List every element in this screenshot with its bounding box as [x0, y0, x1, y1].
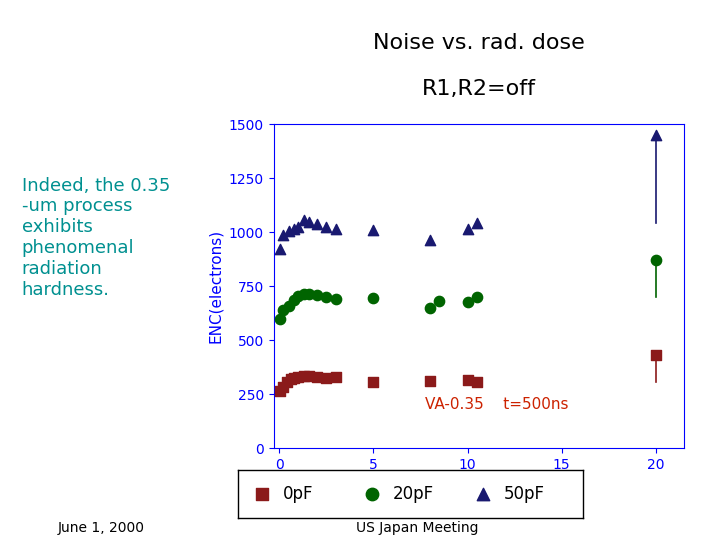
Point — [424, 235, 436, 244]
Text: Noise vs. rad. dose: Noise vs. rad. dose — [373, 33, 585, 53]
Point — [462, 376, 473, 384]
Point — [292, 222, 304, 231]
Point — [320, 293, 332, 301]
Text: VA-0.35    t=500ns: VA-0.35 t=500ns — [426, 397, 569, 413]
Point — [292, 292, 304, 300]
Point — [320, 222, 332, 231]
Point — [298, 289, 310, 298]
Text: 0pF: 0pF — [282, 485, 313, 503]
Point — [304, 372, 315, 380]
Point — [424, 303, 436, 312]
Point — [304, 218, 315, 227]
Point — [304, 289, 315, 298]
Point — [471, 377, 482, 386]
Text: Indeed, the 0.35
-um process
exhibits
phenomenal
radiation
hardness.: Indeed, the 0.35 -um process exhibits ph… — [22, 177, 170, 299]
Point — [274, 314, 286, 323]
Point — [471, 293, 482, 301]
Point — [330, 295, 341, 303]
Point — [289, 374, 300, 382]
X-axis label: radiation dose (Mrad): radiation dose (Mrad) — [396, 477, 562, 492]
Point — [330, 225, 341, 233]
Point — [311, 373, 323, 381]
Point — [283, 301, 294, 310]
Point — [477, 490, 489, 498]
Point — [650, 351, 662, 360]
Point — [424, 377, 436, 386]
Point — [433, 297, 445, 306]
Point — [650, 256, 662, 265]
Point — [274, 387, 286, 395]
Point — [289, 296, 300, 305]
Point — [277, 306, 289, 314]
Text: 20pF: 20pF — [393, 485, 434, 503]
Point — [281, 378, 292, 387]
Point — [650, 131, 662, 139]
Point — [320, 374, 332, 382]
Point — [277, 382, 289, 391]
Y-axis label: ENC(electrons): ENC(electrons) — [208, 229, 223, 343]
Point — [330, 373, 341, 381]
Point — [368, 225, 379, 234]
Point — [274, 245, 286, 254]
Point — [366, 490, 378, 498]
Point — [471, 219, 482, 227]
Point — [298, 372, 310, 380]
Text: June 1, 2000: June 1, 2000 — [58, 521, 145, 535]
Point — [256, 490, 268, 498]
Point — [462, 298, 473, 306]
Point — [298, 216, 310, 225]
Text: US Japan Meeting: US Japan Meeting — [356, 521, 479, 535]
Point — [289, 225, 300, 233]
Point — [283, 227, 294, 235]
Text: 50pF: 50pF — [504, 485, 545, 503]
Point — [311, 219, 323, 228]
Point — [368, 294, 379, 302]
Point — [285, 375, 297, 383]
Point — [368, 378, 379, 387]
Text: R1,R2=off: R1,R2=off — [422, 79, 536, 99]
Point — [277, 231, 289, 240]
Point — [292, 373, 304, 381]
Point — [462, 225, 473, 233]
Point — [311, 291, 323, 299]
